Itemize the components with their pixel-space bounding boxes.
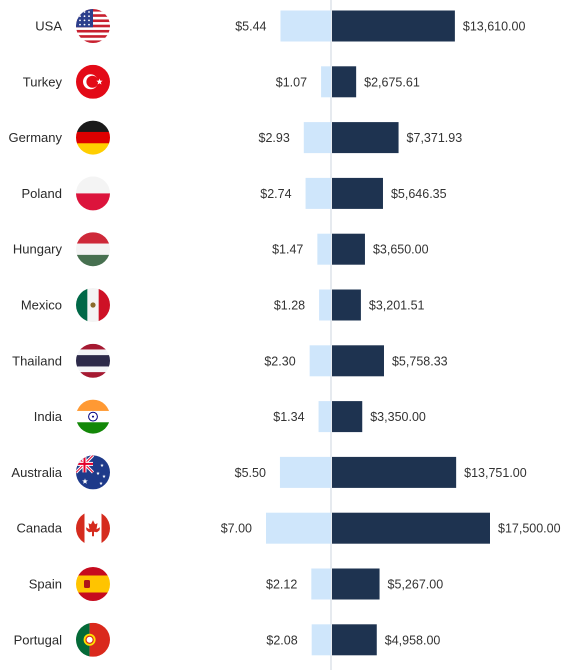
country-label: Australia [11,465,62,480]
country-label: Turkey [23,74,63,89]
country-label: Germany [9,130,63,145]
left-value-label: $2.74 [260,187,291,201]
spain-flag-icon [76,567,110,601]
right-bar [332,512,490,544]
left-bar [311,568,331,600]
right-value-label: $7,371.93 [407,131,463,145]
country-label: Thailand [12,353,62,368]
right-bar [332,122,399,154]
left-bar [280,10,331,42]
right-value-label: $3,350.00 [370,410,426,424]
left-bar [321,66,331,98]
country-label: USA [35,19,62,34]
right-bar [332,568,380,600]
right-value-label: $13,751.00 [464,466,527,480]
row-poland: Poland $2.74 $5,646.35 [22,176,447,211]
right-value-label: $17,500.00 [498,522,561,536]
right-bar [332,401,363,433]
germany-flag-icon [76,120,110,155]
right-bar [332,233,365,265]
right-bar [332,177,383,209]
usa-flag-icon [76,9,110,43]
australia-flag-icon [76,455,110,490]
left-value-label: $7.00 [221,522,252,536]
left-value-label: $5.44 [235,20,266,34]
left-bar [305,177,331,209]
row-hungary: Hungary $1.47 $3,650.00 [13,232,429,267]
row-germany: Germany $2.93 $7,371.93 [9,120,463,155]
hungary-flag-icon [76,232,110,267]
right-bar [332,456,457,488]
right-value-label: $13,610.00 [463,20,526,34]
left-value-label: $1.28 [274,299,305,313]
turkey-flag-icon [76,64,110,99]
country-label: Mexico [21,298,62,313]
poland-flag-icon [76,176,110,211]
right-bar [332,289,361,321]
country-label: Canada [16,521,62,536]
left-value-label: $1.07 [276,75,307,89]
country-label: India [34,409,63,424]
right-bar [332,10,455,42]
right-bar [332,345,384,377]
row-thailand: Thailand $2.30 $5,758.33 [12,343,448,378]
left-bar [318,401,331,433]
right-value-label: $5,267.00 [388,578,444,592]
portugal-flag-icon [76,622,110,657]
right-bar [332,624,377,656]
country-label: Spain [29,577,62,592]
right-value-label: $3,650.00 [373,243,429,257]
left-bar [317,233,331,265]
left-value-label: $2.30 [264,354,295,368]
row-turkey: Turkey $1.07 $2,675.61 [23,64,420,99]
canada-flag-icon [76,511,110,546]
right-value-label: $5,758.33 [392,354,448,368]
row-usa: USA $5.44 $13,610.00 [35,9,525,43]
right-value-label: $5,646.35 [391,187,447,201]
mexico-flag-icon [76,288,110,322]
left-bar [319,289,331,321]
row-portugal: Portugal $2.08 $4,958.00 [14,622,441,657]
row-mexico: Mexico $1.28 $3,201.51 [21,288,425,322]
left-value-label: $1.34 [273,410,304,424]
country-label: Portugal [14,632,63,647]
left-bar [279,456,331,488]
right-bar [332,66,357,98]
left-value-label: $2.93 [259,131,290,145]
left-bar [309,345,331,377]
country-label: Hungary [13,242,63,257]
country-label: Poland [22,186,62,201]
right-value-label: $2,675.61 [364,75,420,89]
row-spain: Spain $2.12 $5,267.00 [29,567,444,601]
row-canada: Canada $7.00 $17,500.00 [16,511,561,546]
left-bar [311,624,331,656]
india-flag-icon [76,399,110,434]
left-value-label: $5.50 [235,466,266,480]
right-value-label: $4,958.00 [385,633,441,647]
left-value-label: $2.08 [266,633,297,647]
left-bar [266,512,331,544]
left-value-label: $1.47 [272,243,303,257]
right-value-label: $3,201.51 [369,299,425,313]
row-australia: Australia $5.50 $13,751.00 [11,455,527,490]
left-value-label: $2.12 [266,578,297,592]
row-india: India $1.34 $3,350.00 [34,399,426,434]
thailand-flag-icon [76,343,110,378]
left-bar [303,122,331,154]
